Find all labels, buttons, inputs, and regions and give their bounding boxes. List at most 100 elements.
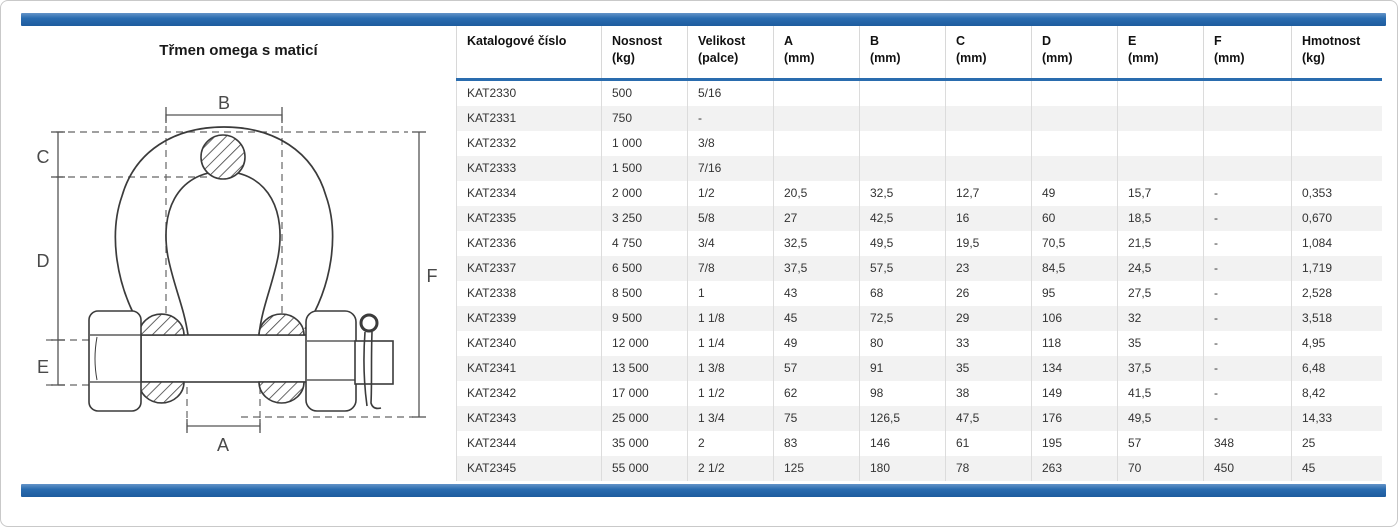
table-cell: 16 xyxy=(945,205,1032,231)
table-row: KAT2340 12 000 1 1/4 49 80 33 118 35-4,95 xyxy=(456,330,1382,356)
table-row: KAT2331 750- xyxy=(456,105,1382,131)
table-cell: 2,528 xyxy=(1291,280,1382,306)
table-cell xyxy=(1291,79,1382,106)
table-cell: 21,5 xyxy=(1117,230,1204,256)
column-header: E (mm) xyxy=(1117,26,1204,81)
table-cell: 75 xyxy=(773,405,860,431)
table-cell: 98 xyxy=(859,380,946,406)
table-cell: 180 xyxy=(859,455,946,481)
table-cell: 3/8 xyxy=(687,130,774,156)
table-cell: 24,5 xyxy=(1117,255,1204,281)
dim-label-f: F xyxy=(427,266,438,286)
table-cell: - xyxy=(1203,255,1292,281)
table-cell: 149 xyxy=(1031,380,1118,406)
table-cell: 43 xyxy=(773,280,860,306)
table-cell: 7/16 xyxy=(687,155,774,181)
table-cell: 25 000 xyxy=(601,405,688,431)
column-header: Katalogové číslo xyxy=(456,26,602,81)
table-cell: 8 500 xyxy=(601,280,688,306)
table-cell: 5/16 xyxy=(687,79,774,106)
table-cell: 32 xyxy=(1117,305,1204,331)
table-cell: 45 xyxy=(1291,455,1382,481)
dim-label-d: D xyxy=(37,251,50,271)
table-cell: 20,5 xyxy=(773,180,860,206)
table-cell: 49,5 xyxy=(1117,405,1204,431)
column-header: C (mm) xyxy=(945,26,1032,81)
table-cell xyxy=(945,105,1032,131)
table-cell: 2 000 xyxy=(601,180,688,206)
table-cell: 12,7 xyxy=(945,180,1032,206)
table-cell: 32,5 xyxy=(773,230,860,256)
table-row: KAT2337 6 500 7/8 37,5 57,5 23 84,5 24,5-1,719 xyxy=(456,255,1382,281)
table-cell: 0,353 xyxy=(1291,180,1382,206)
table-cell xyxy=(1203,105,1292,131)
pin-cross-section xyxy=(200,134,246,180)
column-header: F (mm) xyxy=(1203,26,1292,81)
dim-label-a: A xyxy=(217,435,229,455)
table-cell: KAT2337 xyxy=(456,255,602,281)
column-header: B (mm) xyxy=(859,26,946,81)
table-cell: - xyxy=(1203,305,1292,331)
table-cell: 5/8 xyxy=(687,205,774,231)
top-accent-bar xyxy=(21,13,1386,26)
table-cell: KAT2341 xyxy=(456,355,602,381)
table-cell: 3 250 xyxy=(601,205,688,231)
nut-and-pin xyxy=(305,310,394,412)
table-cell: 57,5 xyxy=(859,255,946,281)
table-cell: 57 xyxy=(773,355,860,381)
table-cell: 1 3/4 xyxy=(687,405,774,431)
table-cell: 68 xyxy=(859,280,946,306)
table-row: KAT2345 55 000 2 1/2 125 180 78 263 70 450 45 xyxy=(456,455,1382,481)
table-row: KAT2342 17 000 1 1/2 62 98 38 149 41,5-8,42 xyxy=(456,380,1382,406)
table-row: KAT2332 1 000 3/8 xyxy=(456,130,1382,156)
table-cell: 84,5 xyxy=(1031,255,1118,281)
table-cell: 83 xyxy=(773,430,860,456)
table-cell: 118 xyxy=(1031,330,1118,356)
table-cell: 38 xyxy=(945,380,1032,406)
table-cell: 1 xyxy=(687,280,774,306)
dim-label-c: C xyxy=(37,147,50,167)
table-cell: 72,5 xyxy=(859,305,946,331)
table-cell: 62 xyxy=(773,380,860,406)
table-cell xyxy=(1203,79,1292,106)
table-cell: 3/4 xyxy=(687,230,774,256)
table-cell: KAT2342 xyxy=(456,380,602,406)
table-cell xyxy=(1117,79,1204,106)
table-cell: 134 xyxy=(1031,355,1118,381)
table-cell: 18,5 xyxy=(1117,205,1204,231)
table-cell: KAT2330 xyxy=(456,79,602,106)
table-cell: 49,5 xyxy=(859,230,946,256)
table-cell: 37,5 xyxy=(1117,355,1204,381)
table-row: KAT2341 13 500 1 3/8 57 91 35 134 37,5-6,48 xyxy=(456,355,1382,381)
table-cell: KAT2333 xyxy=(456,155,602,181)
table-cell xyxy=(773,155,860,181)
table-cell: 12 000 xyxy=(601,330,688,356)
table-row: KAT2335 3 250 5/8 27 42,5 16 60 18,5-0,670 xyxy=(456,205,1382,231)
table-cell xyxy=(773,105,860,131)
dimension-labels: B C D E F A xyxy=(37,93,438,455)
table-cell: KAT2336 xyxy=(456,230,602,256)
table-cell: 13 500 xyxy=(601,355,688,381)
table-cell xyxy=(1203,155,1292,181)
table-cell: 45 xyxy=(773,305,860,331)
table-cell: 35 xyxy=(1117,330,1204,356)
table-cell: 41,5 xyxy=(1117,380,1204,406)
table-cell: 91 xyxy=(859,355,946,381)
table-cell: 35 xyxy=(945,355,1032,381)
table-row: KAT2334 2 000 1/2 20,5 32,5 12,7 49 15,7-0,353 xyxy=(456,180,1382,206)
table-cell: 6,48 xyxy=(1291,355,1382,381)
table-cell: - xyxy=(1203,180,1292,206)
table-cell: 1 1/8 xyxy=(687,305,774,331)
table-cell: 176 xyxy=(1031,405,1118,431)
table-cell: 25 xyxy=(1291,430,1382,456)
table-cell xyxy=(1031,105,1118,131)
table-cell xyxy=(1031,155,1118,181)
table-cell: - xyxy=(1203,380,1292,406)
table-cell: 95 xyxy=(1031,280,1118,306)
table-cell: KAT2343 xyxy=(456,405,602,431)
table-cell: 1 1/2 xyxy=(687,380,774,406)
table-row: KAT2333 1 500 7/16 xyxy=(456,155,1382,181)
spec-table: Katalogové číslo Nosnost (kg) Velikost (palc… xyxy=(456,26,1382,481)
table-cell: 49 xyxy=(773,330,860,356)
product-panel: Třmen omega s maticí xyxy=(21,26,456,484)
